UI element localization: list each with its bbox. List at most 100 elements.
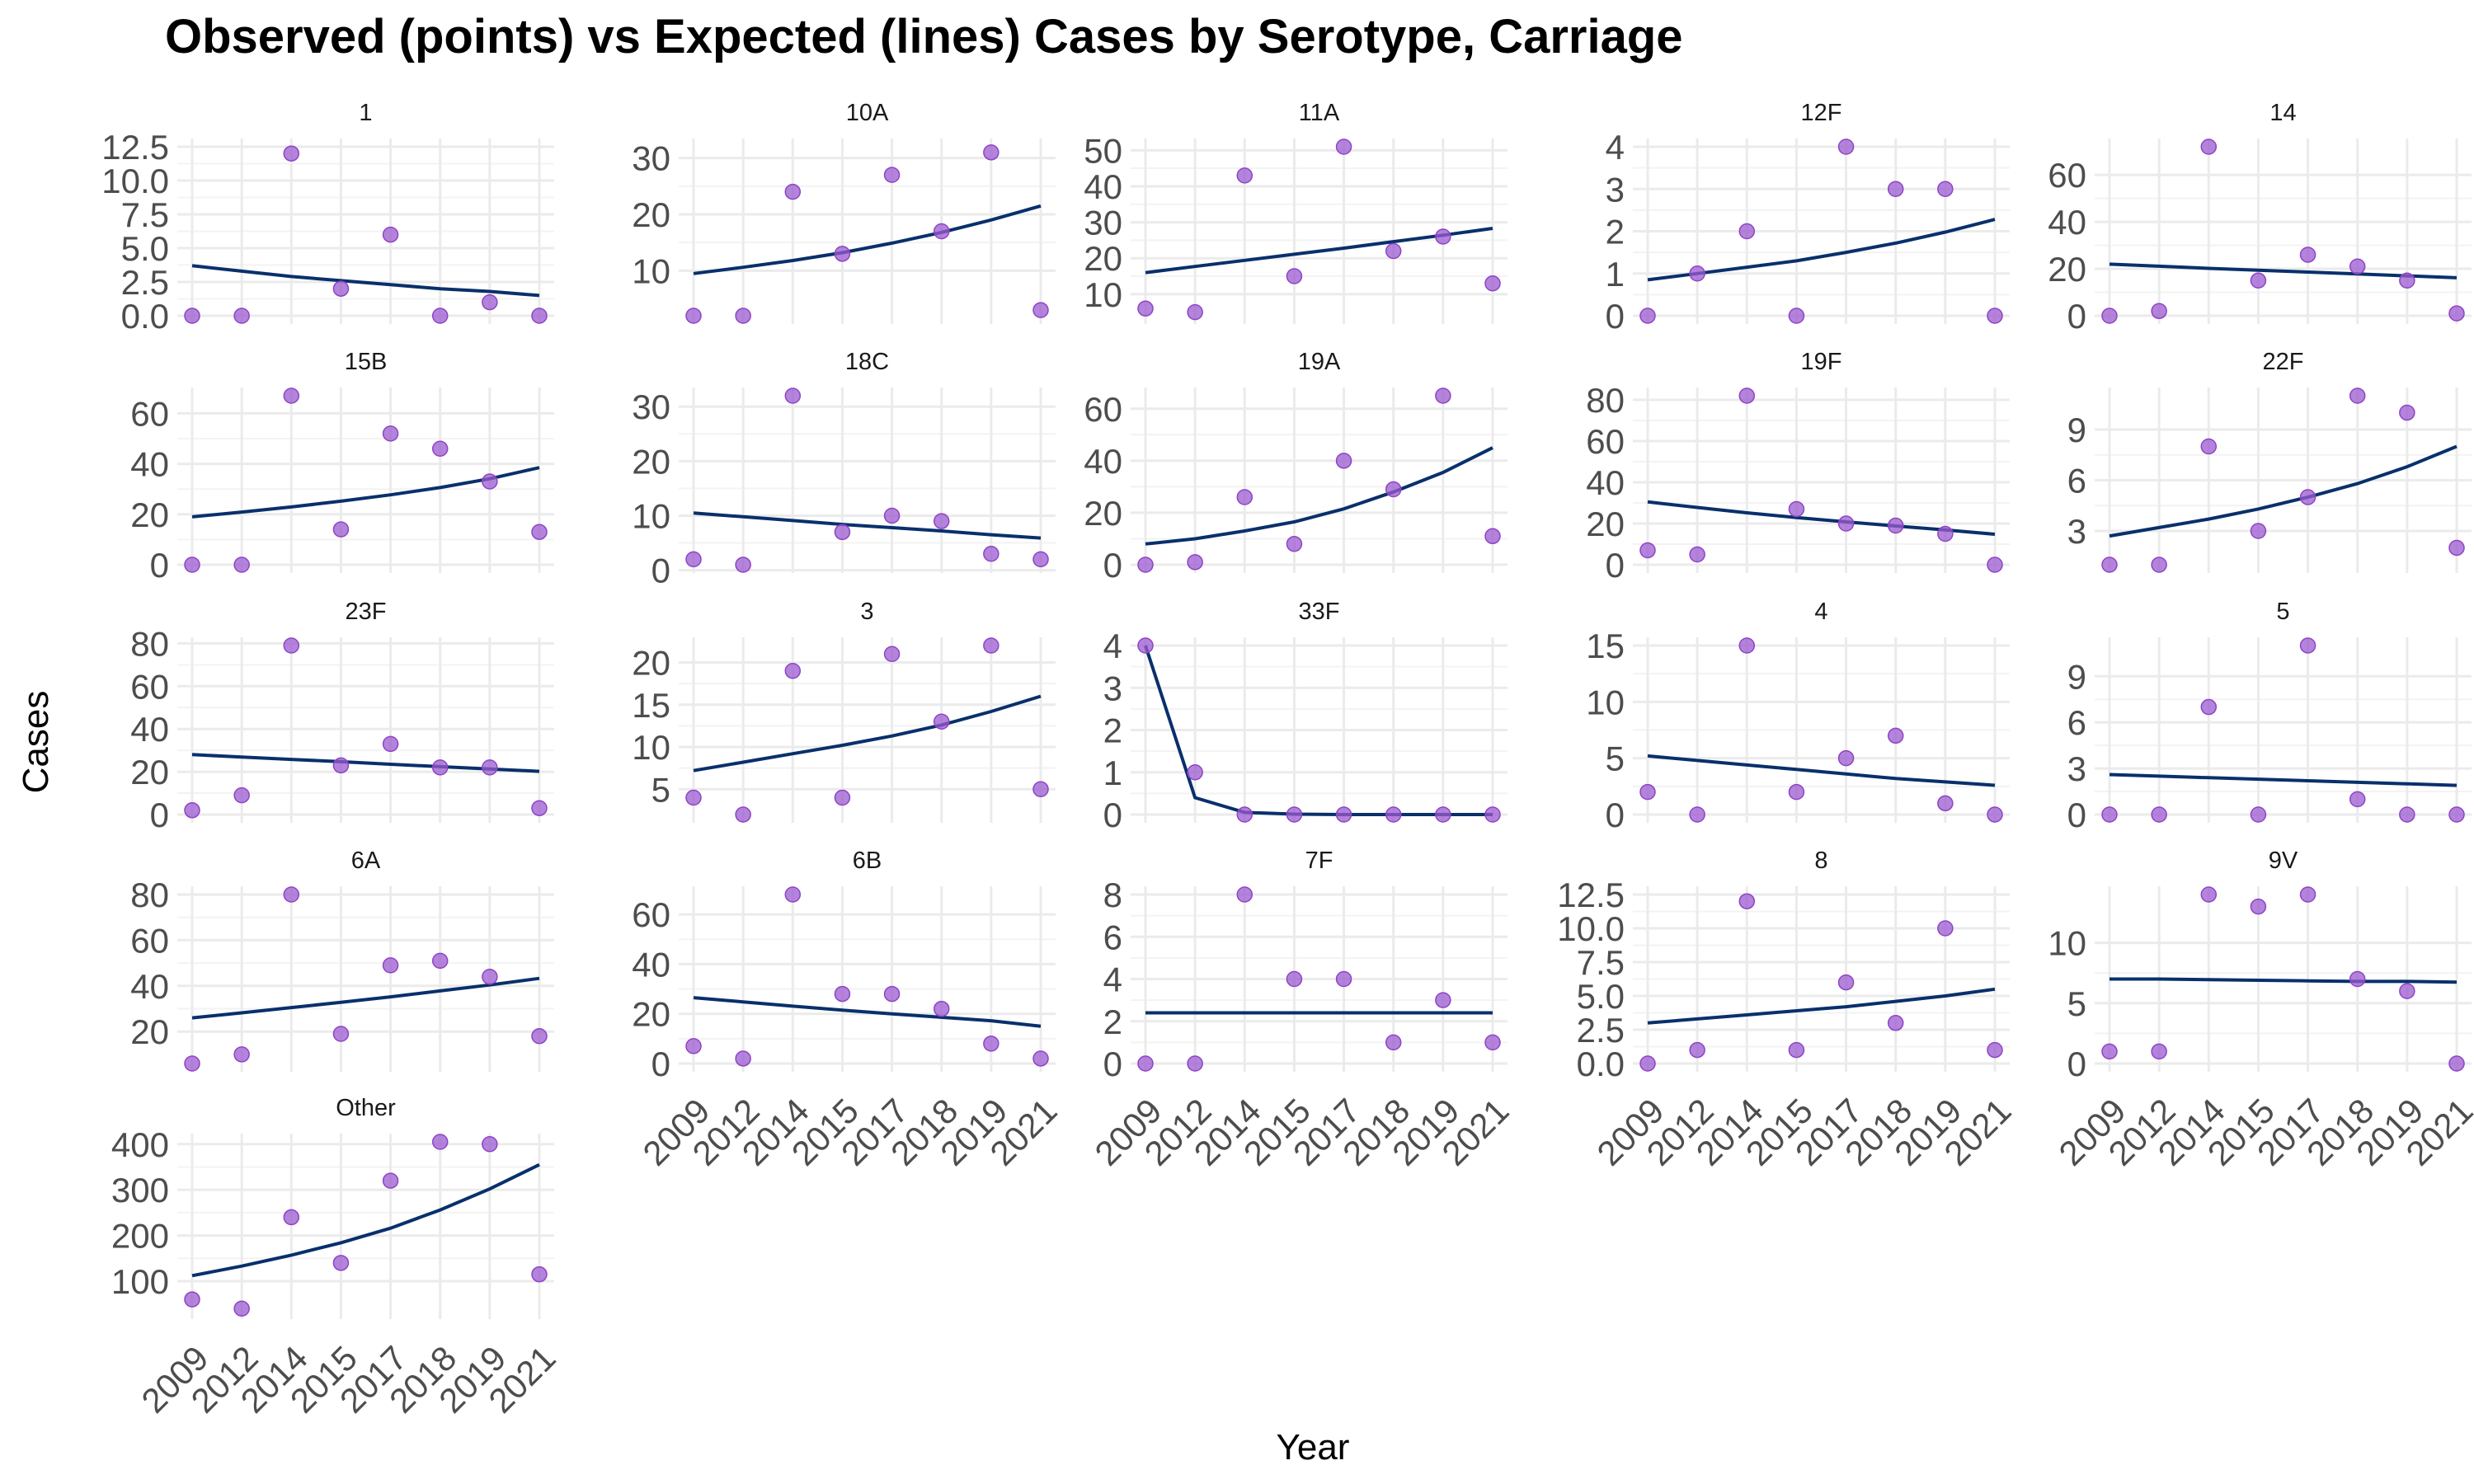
y-tick-label: 60 [1084, 390, 1122, 429]
observed-point [933, 223, 950, 240]
observed-point [431, 1134, 449, 1150]
observed-point [1837, 515, 1855, 532]
observed-point [1639, 542, 1656, 559]
observed-point [531, 308, 548, 324]
observed-point [184, 556, 200, 573]
y-axis-label: Cases [16, 691, 56, 794]
observed-point [1335, 453, 1352, 469]
y-tick-label: 2.5 [1577, 1011, 1625, 1050]
expected-line [191, 264, 540, 298]
expected-line [1145, 446, 1493, 546]
observed-point [2101, 1043, 2118, 1060]
observed-point [1187, 1055, 1203, 1072]
observed-point [834, 246, 851, 262]
observed-point [1937, 181, 1954, 197]
y-tick-label: 8 [1103, 876, 1122, 914]
expected-line [191, 976, 540, 1020]
observed-point [1987, 806, 2003, 823]
observed-point [1484, 528, 1501, 545]
y-tick-label: 2 [1606, 213, 1625, 251]
panel-10a: 10 20 30 10A [632, 100, 1056, 324]
observed-point [1788, 783, 1805, 801]
y-tick-label: 5.0 [1577, 977, 1625, 1016]
observed-point [1987, 308, 2003, 324]
observed-point [784, 663, 802, 679]
observed-point [1137, 1055, 1154, 1072]
observed-point [482, 968, 498, 985]
y-tick-label: 0 [2067, 796, 2086, 834]
observed-point [1236, 806, 1253, 823]
observed-point [1187, 764, 1203, 781]
observed-point [1738, 223, 1756, 240]
observed-point [983, 144, 999, 161]
facet-panels: 0.02.55.07.510.012.5110203010A1020304050… [101, 100, 2474, 1421]
y-tick-label: 0 [1606, 297, 1625, 336]
observed-point [784, 387, 802, 404]
observed-point [834, 524, 851, 541]
y-tick-label: 0 [1103, 1045, 1122, 1083]
y-tick-label: 60 [632, 895, 670, 934]
observed-point [2349, 970, 2366, 988]
panel-22f: 3 6 9 22F [2067, 349, 2472, 573]
observed-point [2448, 806, 2465, 823]
observed-point [1137, 556, 1154, 573]
observed-point [482, 1136, 498, 1153]
observed-point [2250, 523, 2267, 539]
observed-point [933, 713, 950, 730]
y-tick-label: 60 [130, 921, 169, 960]
observed-point [283, 145, 300, 162]
observed-point [2250, 806, 2267, 823]
observed-point [1887, 181, 1904, 197]
facet-strip-label: Other [336, 1095, 396, 1121]
facet-strip-label: 6A [351, 848, 381, 874]
y-tick-label: 6 [2067, 462, 2086, 500]
y-tick-label: 20 [632, 195, 670, 234]
y-tick-label: 40 [130, 967, 169, 1006]
observed-point [883, 167, 901, 183]
y-tick-label: 15 [1586, 627, 1625, 665]
y-tick-label: 10.0 [1557, 909, 1625, 948]
y-tick-label: 40 [130, 710, 169, 749]
observed-point [784, 886, 802, 903]
y-tick-label: 0 [150, 796, 169, 834]
observed-point [2151, 806, 2167, 823]
y-tick-label: 200 [111, 1217, 169, 1256]
observed-point [1137, 300, 1154, 317]
y-tick-label: 0 [1606, 796, 1625, 834]
y-tick-label: 50 [1084, 131, 1122, 170]
facet-strip-label: 19F [1801, 349, 1842, 375]
observed-point [332, 1026, 350, 1042]
observed-point [1286, 806, 1303, 823]
y-tick-label: 1 [1103, 754, 1122, 792]
y-tick-label: 80 [1586, 381, 1625, 420]
observed-point [2349, 387, 2366, 404]
y-tick-label: 10 [632, 251, 670, 290]
observed-point [1335, 970, 1352, 988]
observed-point [531, 800, 548, 816]
observed-point [1837, 139, 1855, 155]
panel-5: 0 3 6 9 5 [2067, 599, 2472, 834]
observed-point [1987, 1041, 2003, 1059]
y-tick-label: 10 [632, 728, 670, 767]
observed-point [1689, 546, 1705, 563]
observed-point [1335, 139, 1352, 155]
panel-33f: 0 1 2 3 4 33F [1103, 599, 1507, 834]
observed-point [983, 546, 999, 562]
facet-strip-label: 14 [2269, 100, 2296, 126]
y-tick-label: 0 [651, 1045, 670, 1083]
observed-point [1187, 303, 1203, 321]
y-tick-label: 30 [632, 387, 670, 426]
observed-point [983, 1036, 999, 1052]
observed-point [834, 985, 851, 1003]
y-tick-label: 4 [1606, 128, 1625, 167]
expected-line [1647, 754, 1996, 787]
observed-point [1385, 1034, 1402, 1051]
observed-point [1788, 500, 1805, 518]
observed-point [1689, 1041, 1705, 1059]
facet-strip-label: 18C [845, 349, 889, 375]
facet-strip-label: 4 [1814, 599, 1827, 625]
observed-point [1887, 1015, 1904, 1031]
observed-point [1738, 387, 1756, 404]
